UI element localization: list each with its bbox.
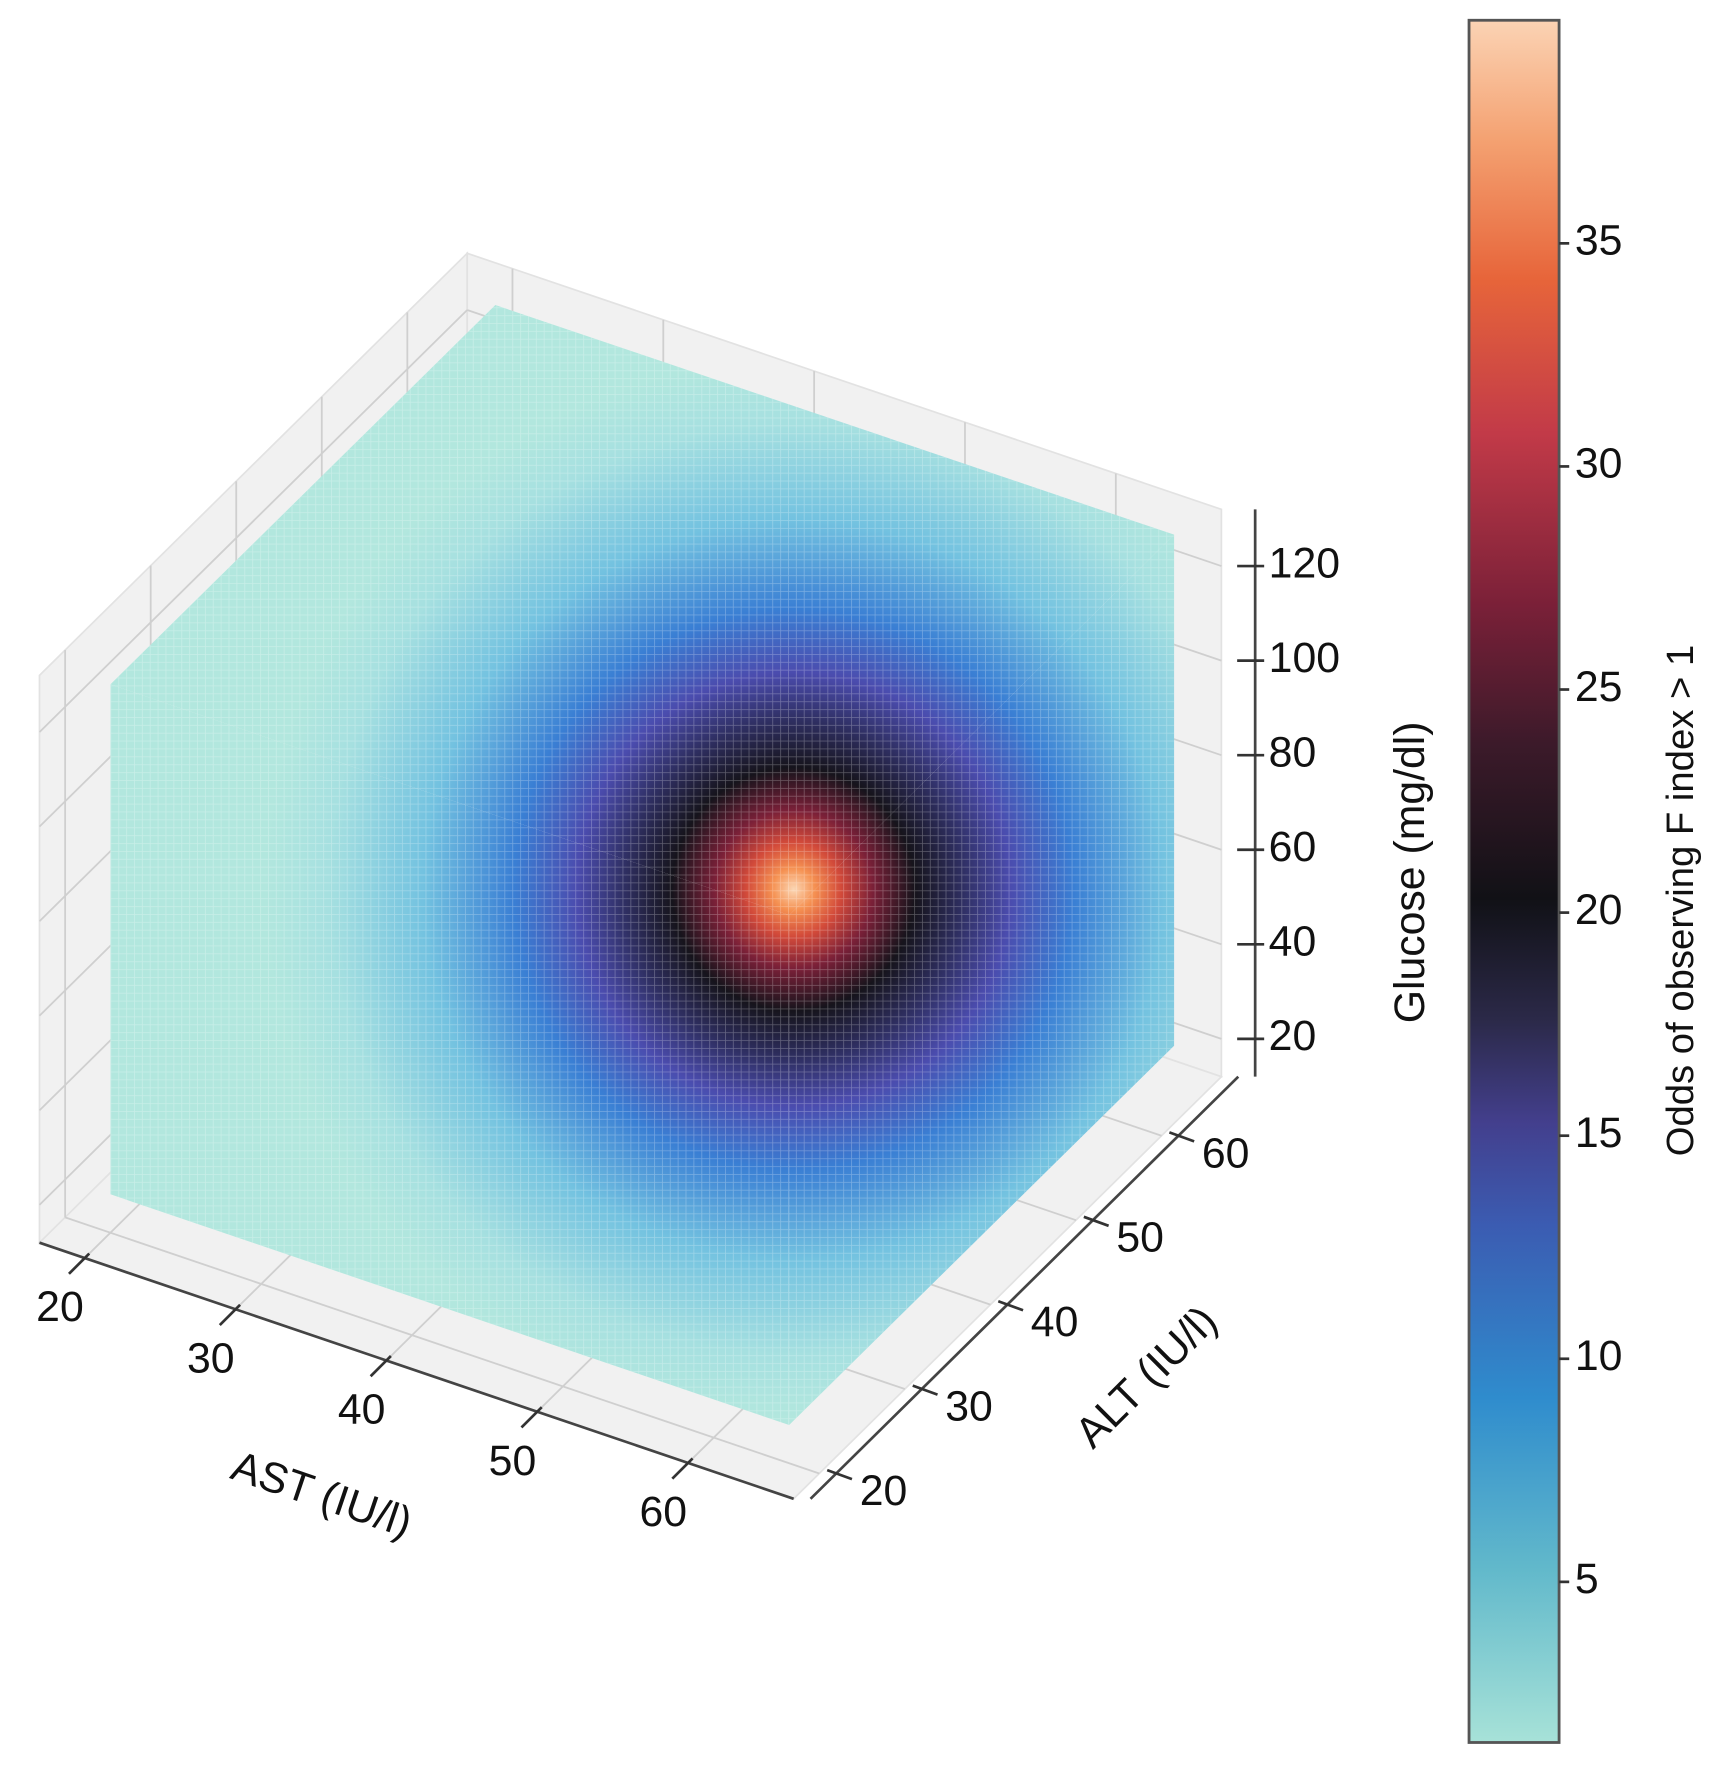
grid-line [64,1216,820,1475]
x-tick-label: 20 [36,1283,84,1331]
z-tick-label: 60 [1269,823,1317,871]
tick-mark [218,1303,242,1326]
colorbar: 5 10 15 20 25 30 35 [1467,18,1623,1744]
colorbar-tick-label: 35 [1575,217,1623,265]
colorbar-tick-label: 20 [1575,886,1623,934]
z-axis-label: Glucose (mg/dl) [1386,721,1434,1023]
tick-mark [1083,1215,1110,1228]
point-cloud [110,305,1175,1426]
x-tick-label: 50 [489,1437,537,1485]
z-tick-label: 120 [1269,539,1340,587]
colorbar-tick-label: 5 [1575,1555,1599,1603]
colorbar-tick-label: 30 [1575,440,1623,488]
colorbar-scale [1467,18,1561,1744]
tick-mark [671,1457,694,1480]
z-tick-label: 100 [1269,634,1340,682]
z-tick-label: 80 [1269,728,1317,776]
tick-mark [826,1468,853,1481]
tick-mark [997,1299,1024,1312]
y-tick-label: 60 [1202,1129,1250,1177]
axis-line [809,1075,1240,1500]
voxel-texture [110,305,1175,1426]
colorbar-tick-label: 25 [1575,663,1623,711]
tick-mark [369,1355,392,1378]
axis-line [39,1241,795,1501]
x-tick-label: 60 [640,1488,688,1536]
z-tick-label: 40 [1269,918,1317,966]
tick-mark [912,1384,938,1396]
tick-mark [68,1252,91,1275]
x-axis-label: AST (IU/l) [226,1442,418,1547]
y-tick-label: 20 [860,1467,908,1515]
axes-front: 20 30 40 50 60 20 30 40 50 60 20 40 60 80 100 120 [36,509,1340,1536]
x-tick-label: 30 [187,1334,235,1382]
y-tick-label: 30 [945,1383,993,1431]
colorbar-tick-label: 15 [1575,1109,1623,1157]
y-axis-label: ALT (IU/l) [1066,1297,1227,1458]
tick-mark [520,1406,543,1429]
colorbar-tick-label: 10 [1575,1332,1623,1380]
tick-mark [1168,1131,1195,1143]
grid-line [38,309,468,733]
y-tick-label: 40 [1031,1298,1079,1346]
z-tick-label: 20 [1269,1012,1317,1060]
colorbar-label: Odds of observing F index > 1 [1659,645,1702,1157]
x-tick-label: 40 [338,1386,386,1434]
y-tick-label: 50 [1116,1214,1164,1262]
